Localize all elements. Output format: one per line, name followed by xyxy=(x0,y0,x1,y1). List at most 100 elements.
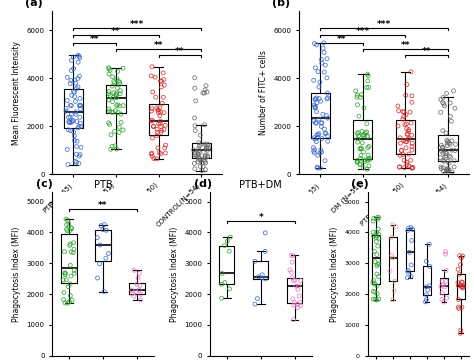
Point xyxy=(439,158,447,163)
Point xyxy=(62,216,70,222)
Point xyxy=(71,94,78,99)
Point xyxy=(148,106,156,111)
Point xyxy=(402,145,410,151)
Point xyxy=(156,105,164,111)
Point xyxy=(219,270,226,276)
Point xyxy=(409,227,417,232)
Point xyxy=(130,268,138,273)
Title: PTB: PTB xyxy=(94,180,112,190)
Text: (c): (c) xyxy=(36,179,53,189)
Point xyxy=(66,81,74,86)
Point xyxy=(323,56,331,62)
Point xyxy=(324,138,332,144)
Point xyxy=(65,221,73,227)
Point xyxy=(70,246,78,252)
Point xyxy=(401,139,409,144)
Y-axis label: Phagocytosis Index (MFI): Phagocytosis Index (MFI) xyxy=(12,227,21,322)
Point xyxy=(403,82,410,87)
Point xyxy=(402,112,410,118)
Point xyxy=(312,120,319,126)
Point xyxy=(354,102,361,108)
Point xyxy=(157,123,164,129)
Point xyxy=(444,138,452,144)
Point xyxy=(68,111,75,117)
Point xyxy=(137,291,145,297)
Point xyxy=(289,296,297,302)
Point xyxy=(364,145,372,151)
Point xyxy=(405,135,412,141)
Point xyxy=(66,293,74,298)
Point xyxy=(160,126,168,132)
Point xyxy=(60,290,68,295)
Point xyxy=(69,250,77,256)
Point xyxy=(459,284,467,290)
Point xyxy=(64,162,72,167)
Text: ***: *** xyxy=(130,20,145,29)
Point xyxy=(294,301,301,307)
Point xyxy=(352,88,359,94)
Point xyxy=(262,248,269,254)
Point xyxy=(160,110,168,115)
Point xyxy=(74,84,82,90)
Point xyxy=(456,253,464,258)
Point xyxy=(408,147,416,153)
Point xyxy=(324,115,331,121)
Point xyxy=(196,155,203,161)
Point xyxy=(67,128,74,134)
Point xyxy=(371,248,378,254)
Point xyxy=(76,73,83,79)
Point xyxy=(321,131,329,136)
Point xyxy=(311,97,319,102)
Point xyxy=(362,130,369,136)
Point xyxy=(365,85,373,90)
Point xyxy=(114,85,121,91)
Point xyxy=(290,278,297,284)
Point xyxy=(358,129,366,134)
Point xyxy=(71,138,78,143)
Point xyxy=(218,295,225,301)
Point xyxy=(116,81,124,87)
Point xyxy=(310,102,318,108)
Point xyxy=(441,284,448,290)
Point xyxy=(459,285,466,291)
Point xyxy=(197,141,205,147)
Point xyxy=(288,275,296,281)
Point xyxy=(446,141,454,147)
Point xyxy=(136,287,143,293)
Point xyxy=(388,252,396,258)
Point xyxy=(262,230,269,236)
Point xyxy=(356,162,364,168)
Point xyxy=(64,74,71,80)
Point xyxy=(442,249,449,254)
Point xyxy=(155,107,162,113)
Point xyxy=(68,226,75,232)
Point xyxy=(322,130,330,136)
Y-axis label: Phagocytosis Index (MFI): Phagocytosis Index (MFI) xyxy=(170,227,179,322)
Point xyxy=(66,114,74,120)
Point xyxy=(76,114,83,120)
Point xyxy=(109,94,117,100)
Point xyxy=(402,121,410,127)
Point xyxy=(447,154,454,160)
Point xyxy=(286,267,294,273)
Point xyxy=(290,302,297,308)
Point xyxy=(371,281,379,287)
Point xyxy=(153,126,161,132)
Point xyxy=(107,146,115,152)
Point xyxy=(409,164,417,170)
Point xyxy=(314,132,322,138)
Point xyxy=(404,131,411,137)
Point xyxy=(201,152,209,158)
Point xyxy=(105,120,112,126)
Point xyxy=(318,124,325,130)
Point xyxy=(94,275,101,281)
Point xyxy=(438,166,445,171)
Point xyxy=(191,160,198,166)
Point xyxy=(161,82,168,88)
Point xyxy=(155,107,162,113)
Point xyxy=(114,69,121,74)
Point xyxy=(455,266,462,272)
Point xyxy=(324,90,331,96)
Point xyxy=(315,96,323,102)
Point xyxy=(156,121,164,126)
